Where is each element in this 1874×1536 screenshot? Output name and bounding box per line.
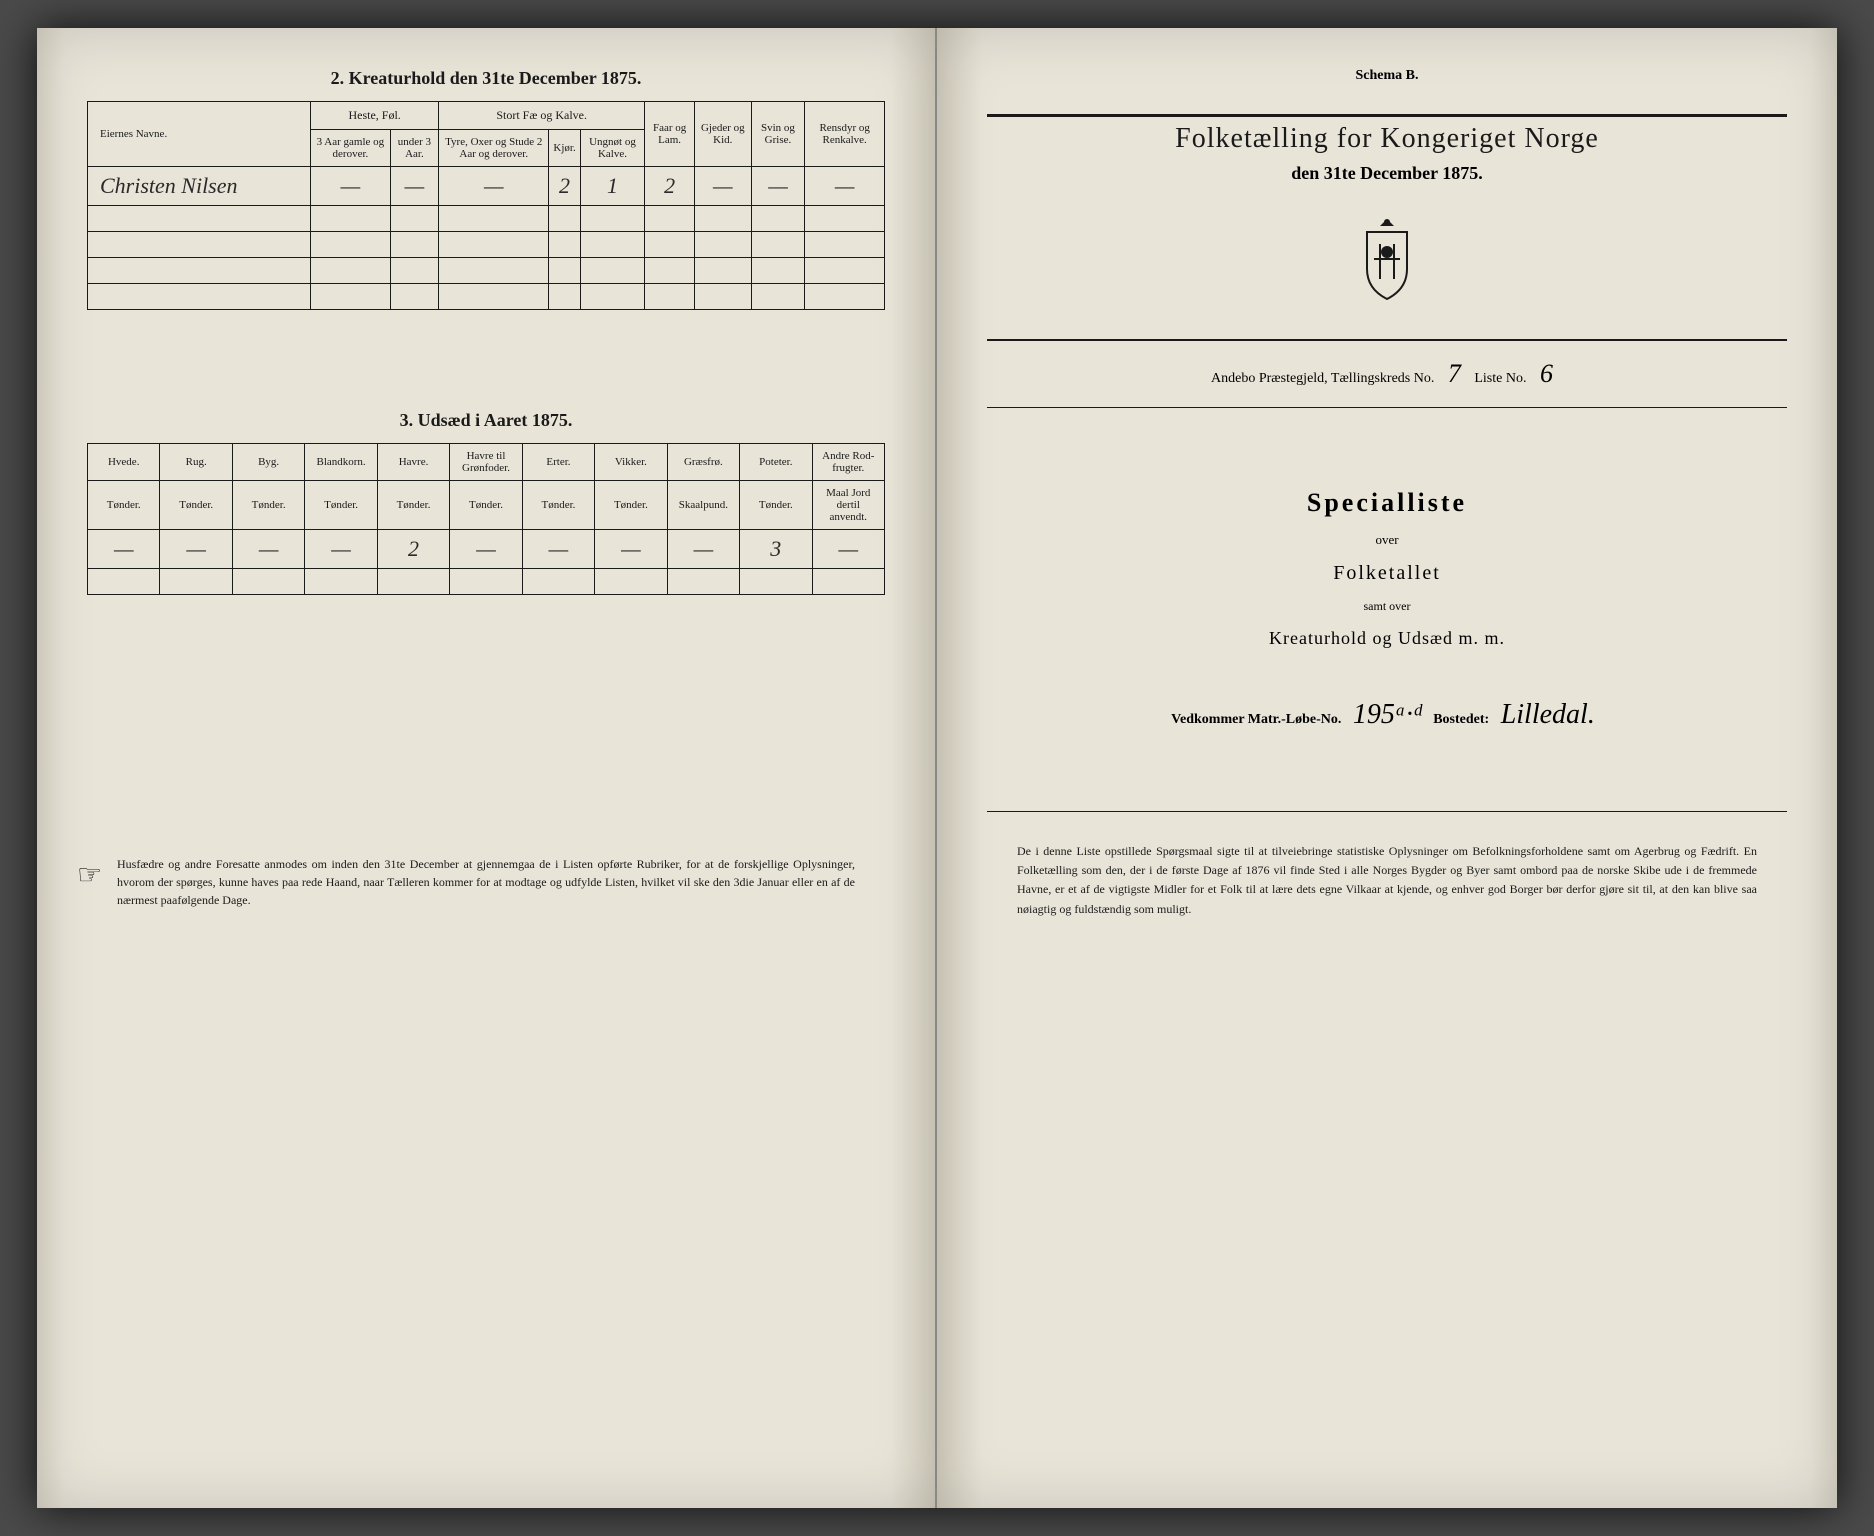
liste-prefix: Liste No. — [1474, 371, 1526, 386]
livestock-table: Eiernes Navne. Heste, Føl. Stort Fæ og K… — [87, 101, 885, 310]
cell: — — [694, 167, 751, 206]
cell: — — [450, 530, 522, 569]
unit: Tønder. — [522, 481, 594, 530]
specialliste-title: Specialliste — [987, 488, 1787, 518]
district-line: Andebo Præstegjeld, Tællingskreds No. 7 … — [987, 339, 1787, 408]
cell: — — [805, 167, 885, 206]
cell: — — [88, 530, 160, 569]
cell: 2 — [645, 167, 695, 206]
unit: Tønder. — [232, 481, 304, 530]
owner-name-cell: Christen Nilsen — [88, 167, 311, 206]
book-spread: 2. Kreaturhold den 31te December 1875. E… — [37, 28, 1837, 1508]
district-number: 7 — [1448, 359, 1461, 388]
unit: Tønder. — [305, 481, 377, 530]
col-rye: Rug. — [160, 444, 232, 481]
cell: — — [305, 530, 377, 569]
table-row — [88, 206, 885, 232]
schema-label: Schema B. — [987, 68, 1787, 84]
col-oats: Havre. — [377, 444, 449, 481]
over-label: over — [987, 532, 1787, 548]
left-footer-note: Husfædre og andre Foresatte anmodes om i… — [87, 855, 885, 909]
unit: Tønder. — [88, 481, 160, 530]
matr-number: 195ᵃ·ᵈ — [1353, 699, 1422, 730]
col-cows: Kjør. — [549, 130, 580, 167]
folketallet-label: Folketallet — [987, 562, 1787, 585]
table-row: Christen Nilsen — — — 2 1 2 — — — — [88, 167, 885, 206]
table-row — [88, 232, 885, 258]
cell: 2 — [549, 167, 580, 206]
cell: 1 — [580, 167, 645, 206]
col-group-horses: Heste, Føl. — [311, 102, 439, 130]
cell: — — [232, 530, 304, 569]
unit: Skaalpund. — [667, 481, 739, 530]
col-sheep: Faar og Lam. — [645, 102, 695, 167]
coat-of-arms-icon — [987, 214, 1787, 309]
right-footer-note: De i denne Liste opstillede Spørgsmaal s… — [987, 842, 1787, 919]
cell: — — [812, 530, 884, 569]
left-page: 2. Kreaturhold den 31te December 1875. E… — [37, 28, 937, 1508]
col-potatoes: Poteter. — [740, 444, 812, 481]
unit: Tønder. — [740, 481, 812, 530]
col-reindeer: Rensdyr og Renkalve. — [805, 102, 885, 167]
col-grass-seed: Græsfrø. — [667, 444, 739, 481]
section2-title: 2. Kreaturhold den 31te December 1875. — [87, 68, 885, 89]
bostedet-name: Lilledal. — [1501, 699, 1595, 730]
cell: — — [522, 530, 594, 569]
unit: Tønder. — [160, 481, 232, 530]
census-subtitle: den 31te December 1875. — [987, 163, 1787, 184]
col-vetches: Vikker. — [595, 444, 667, 481]
col-owner-name: Eiernes Navne. — [88, 102, 311, 167]
col-goats: Gjeder og Kid. — [694, 102, 751, 167]
col-group-cattle: Stort Fæ og Kalve. — [439, 102, 645, 130]
vedkommer-prefix: Vedkommer Matr.-Løbe-No. — [1171, 712, 1341, 727]
col-roots: Andre Rod-frugter. — [812, 444, 884, 481]
cell: — — [751, 167, 805, 206]
col-wheat: Hvede. — [88, 444, 160, 481]
cell: 3 — [740, 530, 812, 569]
col-barley: Byg. — [232, 444, 304, 481]
section3-title: 3. Udsæd i Aaret 1875. — [87, 410, 885, 431]
cell: 2 — [377, 530, 449, 569]
unit: Tønder. — [377, 481, 449, 530]
unit: Maal Jord dertil anvendt. — [812, 481, 884, 530]
cell: — — [439, 167, 549, 206]
cell: — — [311, 167, 391, 206]
cell: — — [595, 530, 667, 569]
kreaturhold-label: Kreaturhold og Udsæd m. m. — [987, 628, 1787, 649]
col-horse-under3: under 3 Aar. — [390, 130, 438, 167]
col-oats-green: Havre til Grønfoder. — [450, 444, 522, 481]
cell: — — [160, 530, 232, 569]
unit: Tønder. — [450, 481, 522, 530]
census-title: Folketælling for Kongeriget Norge — [987, 123, 1787, 155]
samt-label: samt over — [987, 599, 1787, 614]
table-row — [88, 284, 885, 310]
cell: — — [390, 167, 438, 206]
col-horse-3plus: 3 Aar gamle og derover. — [311, 130, 391, 167]
district-prefix: Andebo Præstegjeld, Tællingskreds No. — [1211, 371, 1434, 386]
unit: Tønder. — [595, 481, 667, 530]
table-row: — — — — 2 — — — — 3 — — [88, 530, 885, 569]
table-row — [88, 258, 885, 284]
cell: — — [667, 530, 739, 569]
col-peas: Erter. — [522, 444, 594, 481]
col-pigs: Svin og Grise. — [751, 102, 805, 167]
vedkommer-line: Vedkommer Matr.-Løbe-No. 195ᵃ·ᵈ Bostedet… — [987, 699, 1787, 731]
col-calves: Ungnøt og Kalve. — [580, 130, 645, 167]
table-row — [88, 569, 885, 595]
col-bulls: Tyre, Oxer og Stude 2 Aar og derover. — [439, 130, 549, 167]
sowing-table: Hvede. Rug. Byg. Blandkorn. Havre. Havre… — [87, 443, 885, 595]
col-mixed: Blandkorn. — [305, 444, 377, 481]
right-page: Schema B. Folketælling for Kongeriget No… — [937, 28, 1837, 1508]
liste-number: 6 — [1540, 359, 1553, 388]
bostedet-prefix: Bostedet: — [1433, 712, 1489, 727]
